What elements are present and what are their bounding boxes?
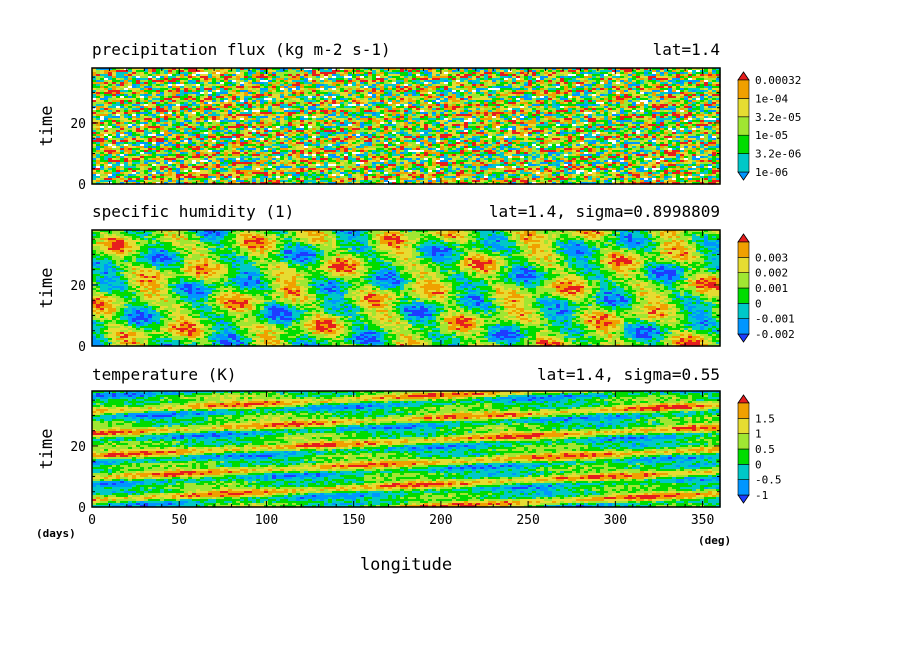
panel-subtitle: lat=1.4 <box>653 40 720 59</box>
panel-precipitation: precipitation flux (kg m-2 s-1) lat=1.4 … <box>37 40 801 193</box>
panel-title: precipitation flux (kg m-2 s-1) <box>92 40 391 59</box>
heatmap-field <box>92 68 721 185</box>
